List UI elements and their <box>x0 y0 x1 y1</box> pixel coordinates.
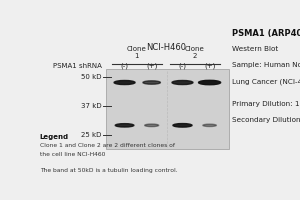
Ellipse shape <box>114 80 135 85</box>
Ellipse shape <box>172 80 193 85</box>
Text: PSMA1 shRNA: PSMA1 shRNA <box>52 63 101 69</box>
Ellipse shape <box>143 81 160 84</box>
Text: (-): (-) <box>121 62 129 69</box>
Text: (-): (-) <box>178 62 187 69</box>
Ellipse shape <box>145 124 159 127</box>
Text: 50 kD: 50 kD <box>81 74 101 80</box>
Text: PSMA1 (ARP40417_050): PSMA1 (ARP40417_050) <box>232 29 300 38</box>
Text: (+): (+) <box>146 62 158 69</box>
Ellipse shape <box>199 80 220 85</box>
Text: NCI-H460: NCI-H460 <box>146 43 186 52</box>
Ellipse shape <box>173 124 192 127</box>
Text: 25 kD: 25 kD <box>81 132 101 138</box>
Text: Legend: Legend <box>40 134 69 140</box>
Text: The band at 50kD is a tubulin loading control.: The band at 50kD is a tubulin loading co… <box>40 168 178 173</box>
Text: 37 kD: 37 kD <box>81 103 101 109</box>
Text: Primary Dilution: 1:2000: Primary Dilution: 1:2000 <box>232 101 300 107</box>
Text: the cell line NCI-H460: the cell line NCI-H460 <box>40 152 105 157</box>
Ellipse shape <box>115 124 134 127</box>
Bar <box>106 69 229 149</box>
Text: Clone
2: Clone 2 <box>185 46 205 59</box>
Text: Sample: Human Non-Small Cell: Sample: Human Non-Small Cell <box>232 62 300 68</box>
Text: Western Blot: Western Blot <box>232 46 278 52</box>
Text: Clone
1: Clone 1 <box>127 46 147 59</box>
Ellipse shape <box>203 124 216 127</box>
Text: Lung Cancer (NCI-460): Lung Cancer (NCI-460) <box>232 79 300 85</box>
Text: Secondary Dilution: 1:3000: Secondary Dilution: 1:3000 <box>232 117 300 123</box>
Text: (+): (+) <box>204 62 215 69</box>
Text: Clone 1 and Clone 2 are 2 different clones of: Clone 1 and Clone 2 are 2 different clon… <box>40 143 175 148</box>
